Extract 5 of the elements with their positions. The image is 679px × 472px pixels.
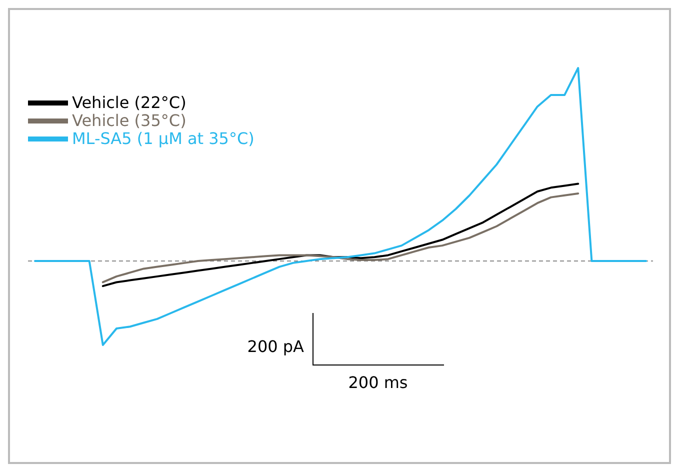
legend-label: Vehicle (22°C) — [72, 93, 186, 112]
annotation: 200 pA — [247, 337, 304, 356]
text: 200 ms — [348, 373, 408, 392]
legend-label: Vehicle (35°C) — [72, 111, 186, 130]
legend-label: ML-SA5 (1 µM at 35°C) — [72, 129, 254, 148]
